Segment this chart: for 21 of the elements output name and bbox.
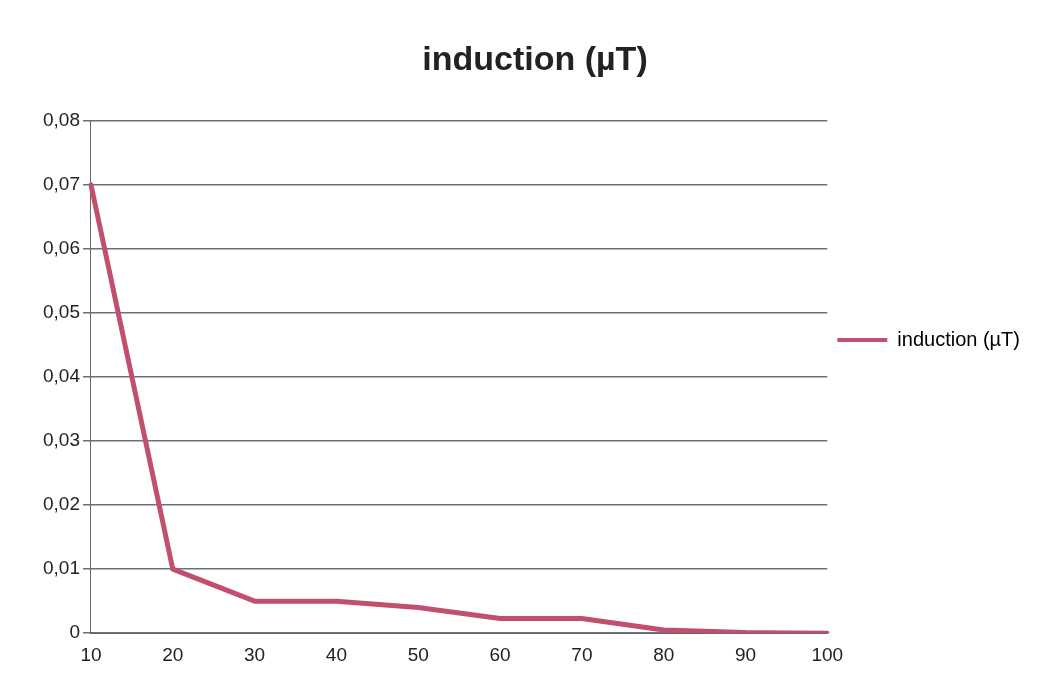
- x-tick-label: 30: [244, 643, 266, 665]
- y-tick-label: 0,06: [43, 237, 80, 259]
- x-tick-label: 10: [80, 643, 102, 665]
- y-tick-label: 0,01: [43, 557, 80, 579]
- y-tick-label: 0,02: [43, 493, 80, 515]
- y-tick-label: 0,07: [43, 173, 80, 195]
- x-tick-label: 60: [489, 643, 511, 665]
- y-tick-label: 0,03: [43, 429, 80, 451]
- x-tick-label: 70: [571, 643, 593, 665]
- y-tick-label: 0,08: [43, 109, 80, 131]
- y-tick-label: 0,05: [43, 301, 80, 323]
- x-tick-label: 20: [162, 643, 184, 665]
- chart-title: induction (µT): [422, 38, 648, 77]
- x-tick-label: 100: [811, 643, 844, 665]
- x-tick-label: 90: [734, 643, 757, 665]
- y-tick-label: 0: [69, 621, 80, 643]
- x-tick-label: 50: [407, 643, 429, 665]
- legend-label: induction (µT): [897, 327, 1021, 350]
- y-tick-label: 0,04: [43, 365, 81, 387]
- x-tick-label: 80: [653, 643, 675, 665]
- x-tick-label: 40: [325, 643, 347, 665]
